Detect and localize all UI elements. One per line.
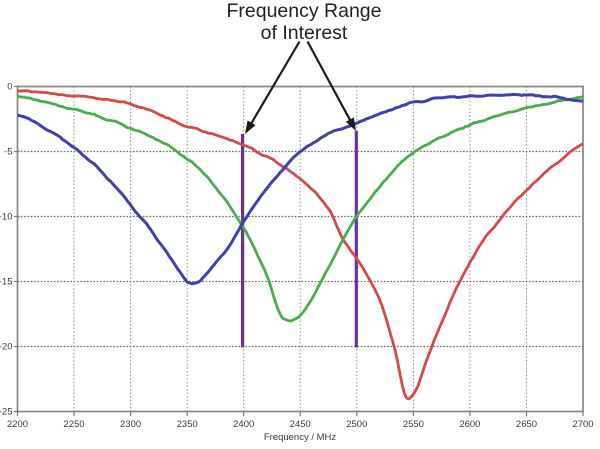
svg-text:2300: 2300 (120, 419, 141, 430)
svg-text:-5: -5 (4, 147, 12, 158)
svg-text:2400: 2400 (233, 419, 254, 430)
svg-text:-20: -20 (0, 342, 13, 353)
svg-text:2450: 2450 (290, 419, 311, 430)
svg-text:Frequency / MHz: Frequency / MHz (264, 432, 337, 443)
svg-text:2700: 2700 (572, 419, 593, 430)
svg-text:2350: 2350 (177, 419, 198, 430)
svg-text:Frequency Range: Frequency Range (226, 0, 381, 22)
svg-text:-25: -25 (0, 407, 13, 418)
svg-text:2500: 2500 (346, 419, 367, 430)
svg-text:2200: 2200 (7, 419, 28, 430)
svg-text:2650: 2650 (516, 419, 537, 430)
svg-text:2250: 2250 (63, 419, 84, 430)
svg-text:-10: -10 (0, 212, 13, 223)
svg-text:2550: 2550 (403, 419, 424, 430)
svg-text:2600: 2600 (459, 419, 480, 430)
svg-text:0: 0 (7, 82, 12, 93)
svg-text:-15: -15 (0, 277, 13, 288)
svg-text:of Interest: of Interest (261, 22, 348, 44)
